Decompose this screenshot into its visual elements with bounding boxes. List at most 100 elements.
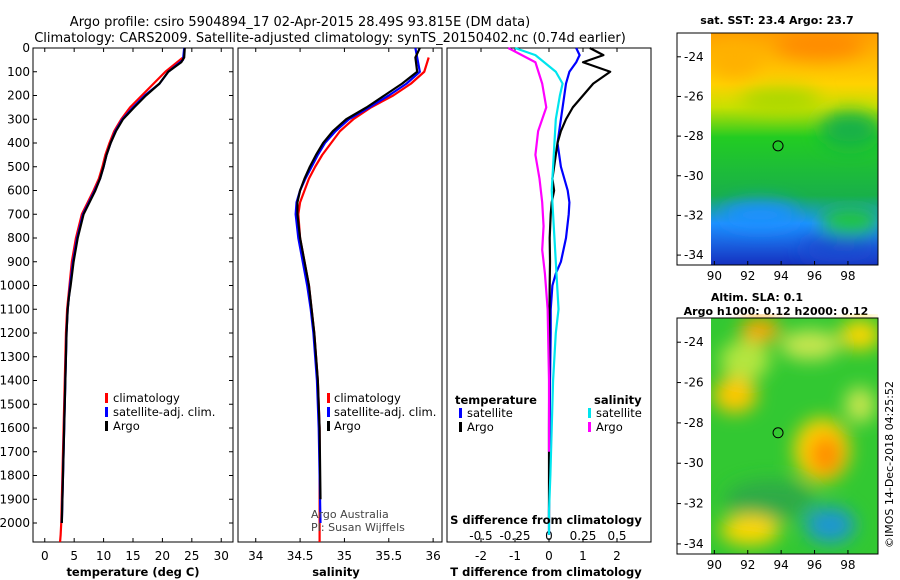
x-tick-label: 1 [579,549,587,563]
lon-tick-label: 94 [773,269,788,283]
sla-map-frame [676,317,879,555]
credit-argo-australia: Argo Australia [311,508,389,521]
imos-timestamp: ©IMOS 14-Dec-2018 04:25:52 [883,381,896,548]
depth-tick-label: 1300 [0,350,30,364]
depth-tick-label: 400 [7,136,30,150]
t-difference-axis-ticks: -2 -1 0 1 2 [475,48,621,563]
depth-tick-label: 1100 [0,302,30,316]
x-tick-label: 5 [70,549,78,563]
legend-label-climatology: climatology [113,391,180,405]
lat-tick-label: -26 [684,376,704,390]
x-tick-label: -1 [509,549,521,563]
salinity-axis-ticks: 34 34.5 35 35.5 36 [248,48,441,563]
lat-tick-label: -28 [684,129,704,143]
lon-tick-label: 96 [807,558,822,572]
lon-tick-label: 98 [840,558,855,572]
legend-label-climatology: climatology [334,391,401,405]
sla-map-title-line-1: Altim. SLA: 0.1 [711,291,803,304]
legend-title-salinity: salinity [594,393,642,407]
s-diff-tick-label: 0.25 [570,529,597,543]
temperature-plot-frame [32,47,234,543]
depth-tick-label: 900 [7,255,30,269]
x-tick-label: 0 [545,549,553,563]
x-tick-label: 34 [248,549,263,563]
salinity-panel: 34 34.5 35 35.5 36 salinity climatology sate… [237,47,443,579]
argo-float-marker [772,140,784,152]
legend-swatch-argo [105,421,108,431]
x-tick-label: 20 [155,549,170,563]
lat-tick-label: -28 [684,416,704,430]
title-line-1: Argo profile: csiro 5904894_17 02-Apr-20… [70,15,530,30]
legend-label-t-satellite: satellite [467,406,513,420]
depth-tick-label: 1400 [0,374,30,388]
lon-tick-label: 96 [807,269,822,283]
temperature-panel: 0100200300400500600700800900100011001200… [0,41,651,579]
legend-label-s-satellite: satellite [596,406,642,420]
x-tick-label: 10 [96,549,111,563]
t-difference-axis-label: T difference from climatology [450,565,642,579]
depth-tick-label: 1700 [0,445,30,459]
x-tick-label: 30 [214,549,229,563]
legend-swatch-s-argo [588,422,591,432]
sst-map-panel: sat. SST: 23.4 Argo: 23.7 90 92 94 96 98 -24 -… [676,14,879,283]
series-salinity-argo [507,47,551,452]
x-tick-label: 2 [613,549,621,563]
legend-label-satellite: satellite-adj. clim. [113,405,215,419]
s-diff-tick-label: 0.5 [607,529,626,543]
x-tick-label: 34.5 [287,549,314,563]
s-diff-tick-label: -0.25 [499,529,530,543]
s-difference-axis-ticks: -0.5 -0.25 0 0.25 0.5 [469,529,626,543]
legend-label-satellite: satellite-adj. clim. [334,405,436,419]
lat-tick-label: -24 [684,335,704,349]
x-tick-label: 35.5 [375,549,402,563]
legend-label-argo: Argo [113,419,140,433]
depth-tick-label: 1200 [0,326,30,340]
depth-tick-label: 800 [7,231,30,245]
depth-tick-label: 100 [7,65,30,79]
legend-label-s-argo: Argo [596,420,623,434]
legend-title-temperature: temperature [455,393,537,407]
title-line-2: Climatology: CARS2009. Satellite-adjuste… [34,31,626,46]
difference-panel: -2 -1 0 1 2 -0.5 -0.25 0 0.25 0.5 S difference f… [446,46,652,579]
salinity-plot-frame [237,47,443,543]
legend-label-argo: Argo [334,419,361,433]
legend-swatch-argo [327,421,330,431]
temperature-lines [58,47,186,543]
lon-tick-label: 92 [740,558,755,572]
lon-tick-label: 94 [773,558,788,572]
lat-tick-label: -32 [684,497,704,511]
legend-label-t-argo: Argo [467,420,494,434]
lon-tick-label: 98 [840,269,855,283]
temperature-legend: climatology satellite-adj. clim. Argo [105,391,215,433]
legend-swatch-climatology [327,393,330,403]
sla-map-title-line-2: Argo h1000: 0.12 h2000: 0.12 [684,305,869,318]
temperature-axis-label: temperature (deg C) [66,565,199,579]
legend-swatch-satellite [327,407,330,417]
depth-tick-label: 1000 [0,279,30,293]
x-tick-label: 0 [41,549,49,563]
s-diff-tick-label: 0 [545,529,553,543]
depth-tick-label: 500 [7,160,30,174]
lat-tick-label: -24 [684,50,704,64]
depth-tick-label: 200 [7,89,30,103]
s-difference-axis-label: S difference from climatology [450,513,642,527]
sst-map-title: sat. SST: 23.4 Argo: 23.7 [700,14,853,27]
argo-float-marker [772,427,784,439]
depth-tick-label: 1900 [0,492,30,506]
depth-tick-label: 0 [22,41,30,55]
lat-tick-label: -34 [684,248,704,262]
series-argo [296,47,421,500]
x-tick-label: 15 [125,549,140,563]
depth-tick-label: 300 [7,112,30,126]
lat-tick-label: -30 [684,456,704,470]
salinity-axis-label: salinity [312,565,360,579]
difference-legend: temperature satellite Argo salinity sate… [455,393,642,434]
credit-pi: PI: Susan Wijffels [311,521,405,534]
sla-map-panel: Altim. SLA: 0.1 Argo h1000: 0.12 h2000: … [676,291,879,572]
series-argo [60,47,186,524]
series-salinity-satellite [514,46,564,535]
sla-map-ticks: 90 92 94 96 98 -24 -26 -28 -30 -32 -34 [677,335,856,572]
salinity-legend: climatology satellite-adj. clim. Argo [327,391,436,433]
sla-map-left-blank [677,318,711,554]
sst-heatmap [711,33,878,265]
